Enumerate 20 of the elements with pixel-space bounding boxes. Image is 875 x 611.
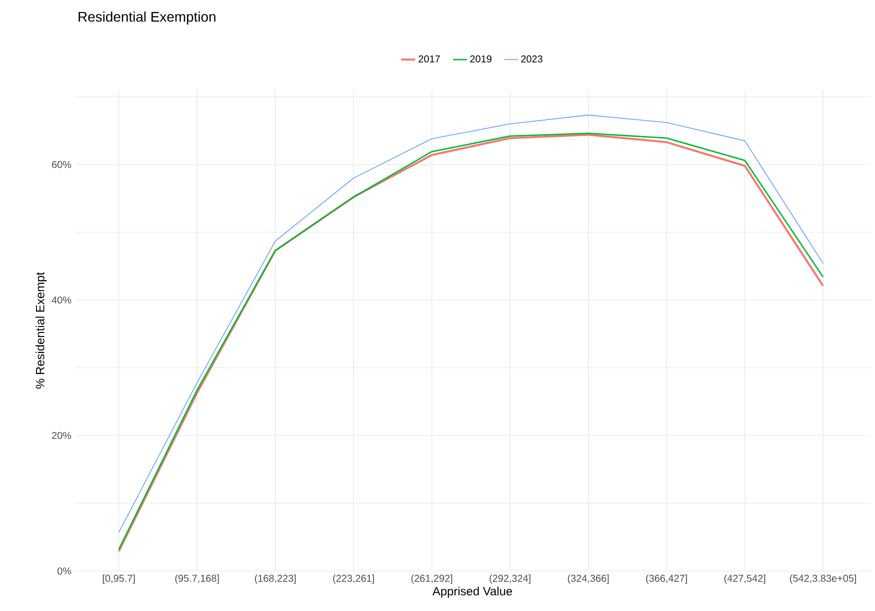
- y-tick-label: 20%: [52, 432, 72, 440]
- x-tick-label: (261,292]: [411, 574, 452, 584]
- x-tick-label: (223,261]: [333, 574, 374, 584]
- x-tick-label: [0,95.7]: [102, 574, 135, 584]
- y-tick-label: 0%: [57, 567, 72, 575]
- y-axis-title: % Residential Exempt: [36, 272, 47, 389]
- legend-label: 2019: [470, 55, 492, 62]
- chart-title: Residential Exemption: [78, 11, 216, 24]
- x-axis-title: Apprised Value: [432, 586, 512, 598]
- x-tick-label: (168,223]: [254, 574, 296, 584]
- y-tick-label: 60%: [52, 160, 72, 168]
- x-tick-label: (95.7,168]: [175, 574, 219, 584]
- x-tick-label: (292,324]: [490, 574, 530, 584]
- legend-label: 2017: [418, 55, 440, 62]
- legend-label: 2023: [521, 55, 542, 62]
- x-tick-label: (427,542]: [724, 574, 766, 584]
- x-tick-label: (542,3.83e+05]: [790, 574, 856, 584]
- x-tick-label: (324,366]: [568, 574, 609, 584]
- x-tick-label: (366,427]: [646, 574, 687, 584]
- y-tick-label: 40%: [52, 296, 72, 304]
